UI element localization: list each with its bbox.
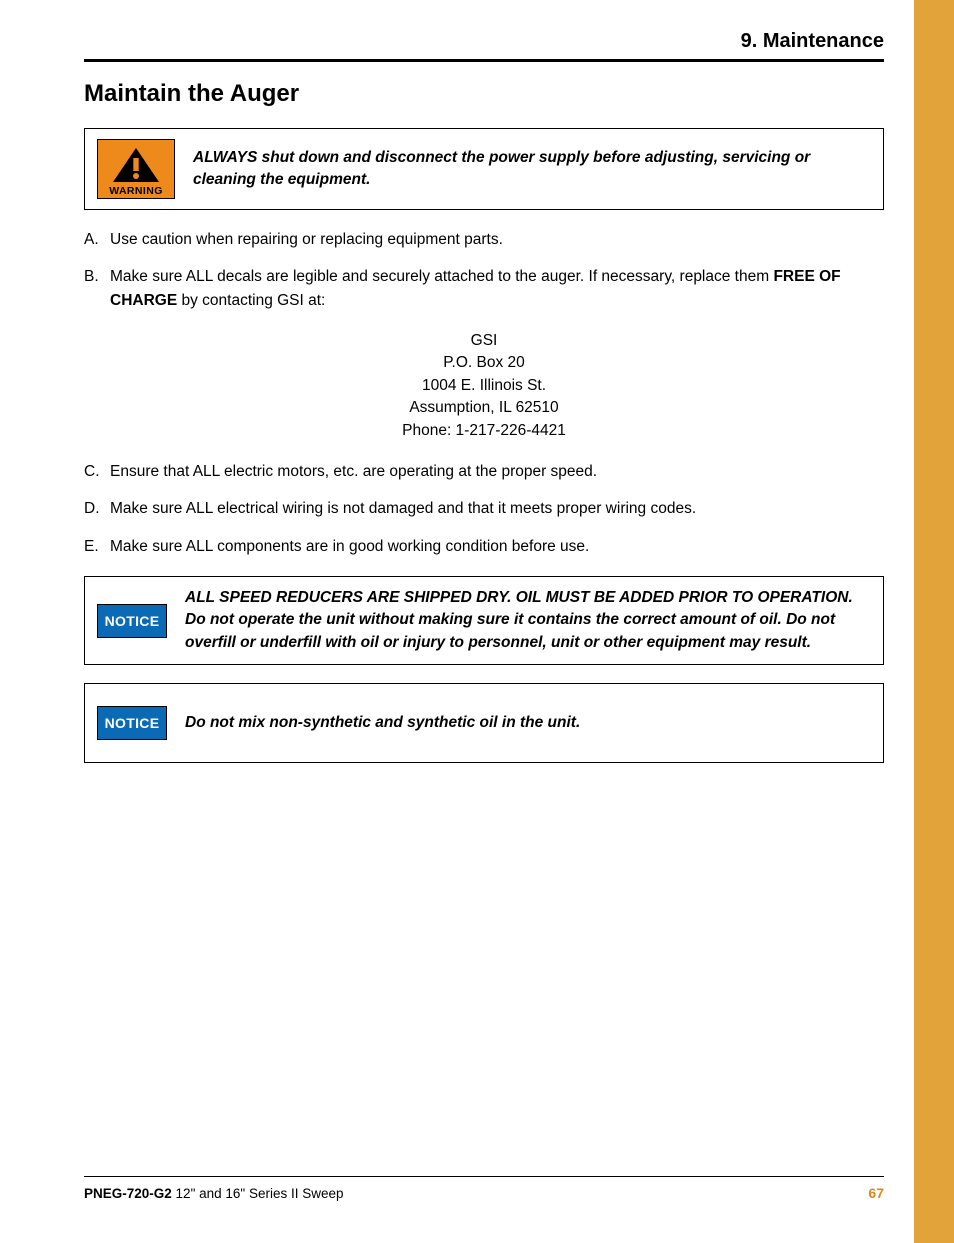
footer-doc-info: PNEG-720-G2 12" and 16" Series II Sweep [84,1186,344,1201]
list-item: C. Ensure that ALL electric motors, etc.… [84,460,884,483]
page: 9. Maintenance Maintain the Auger WARNIN… [0,0,954,1243]
notice-callout: NOTICE ALL SPEED REDUCERS ARE SHIPPED DR… [84,576,884,665]
instruction-list: A. Use caution when repairing or replaci… [84,228,884,312]
list-marker: C. [84,460,110,483]
contact-address: GSI P.O. Box 20 1004 E. Illinois St. Ass… [84,330,884,442]
footer-doc-title: 12" and 16" Series II Sweep [172,1186,344,1201]
list-body: Make sure ALL decals are legible and sec… [110,265,884,312]
footer-doc-id: PNEG-720-G2 [84,1186,172,1201]
notice-badge: NOTICE [97,706,167,740]
warning-triangle-icon [111,146,161,186]
address-line: Assumption, IL 62510 [84,397,884,419]
running-header: 9. Maintenance [84,30,884,62]
list-text-after: by contacting GSI at: [177,292,325,309]
warning-text: ALWAYS shut down and disconnect the powe… [193,147,871,192]
address-line: Phone: 1-217-226-4421 [84,420,884,442]
list-text-before: Make sure ALL decals are legible and sec… [110,268,773,285]
list-item: B. Make sure ALL decals are legible and … [84,265,884,312]
notice-badge: NOTICE [97,604,167,638]
warning-callout: WARNING ALWAYS shut down and disconnect … [84,128,884,210]
list-body: Make sure ALL electrical wiring is not d… [110,497,884,520]
list-marker: D. [84,497,110,520]
chapter-title: 9. Maintenance [741,30,884,53]
page-edge-stripe [914,0,954,1243]
content-area: 9. Maintenance Maintain the Auger WARNIN… [84,30,884,781]
notice-text: ALL SPEED REDUCERS ARE SHIPPED DRY. OIL … [185,587,871,654]
address-line: 1004 E. Illinois St. [84,375,884,397]
list-body: Make sure ALL components are in good wor… [110,535,884,558]
section-title: Maintain the Auger [84,80,884,108]
address-line: GSI [84,330,884,352]
page-number: 67 [868,1185,884,1201]
list-marker: E. [84,535,110,558]
warning-badge: WARNING [97,139,175,199]
warning-label: WARNING [109,186,163,199]
list-marker: A. [84,228,110,251]
notice-text: Do not mix non-synthetic and synthetic o… [185,712,580,734]
list-item: A. Use caution when repairing or replaci… [84,228,884,251]
list-body: Use caution when repairing or replacing … [110,228,884,251]
notice-callout: NOTICE Do not mix non-synthetic and synt… [84,683,884,763]
list-item: D. Make sure ALL electrical wiring is no… [84,497,884,520]
instruction-list-cont: C. Ensure that ALL electric motors, etc.… [84,460,884,558]
list-item: E. Make sure ALL components are in good … [84,535,884,558]
list-body: Ensure that ALL electric motors, etc. ar… [110,460,884,483]
list-marker: B. [84,265,110,312]
address-line: P.O. Box 20 [84,352,884,374]
page-footer: PNEG-720-G2 12" and 16" Series II Sweep … [84,1176,884,1201]
